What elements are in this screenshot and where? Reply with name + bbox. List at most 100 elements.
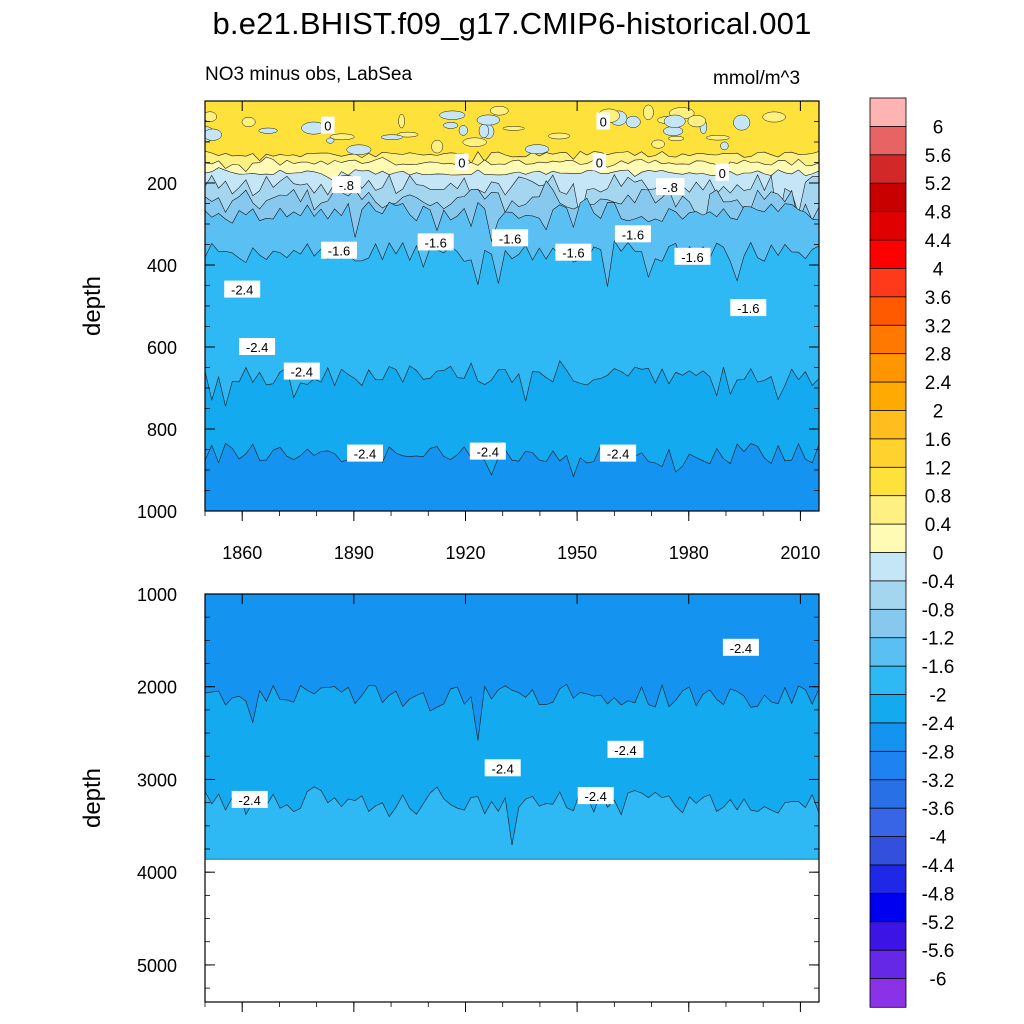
xtick-label-4: 1980 [669, 543, 709, 563]
ylabel-upper: depth [79, 276, 106, 336]
colorbar-label-14: 0.4 [925, 515, 952, 536]
colorbar-label-6: 3.6 [925, 288, 951, 309]
axes: 200 400 600 800 1000 depth 1860 1890 1920 1950 198… [79, 100, 820, 1012]
colorbar-swatch-3 [869, 182, 907, 213]
contour-label-upper-10: -1.6 [555, 243, 592, 261]
contour-label-bg [715, 163, 729, 181]
colorbar-swatch-0 [869, 97, 907, 128]
colorbar-label-22: -2.8 [922, 742, 955, 763]
speckle-32 [762, 111, 786, 123]
speckle-29 [329, 133, 355, 141]
contour-label-lower-3: -2.4 [577, 787, 614, 805]
speckle-4 [397, 131, 419, 138]
contour-label-text: -2.4 [231, 283, 253, 298]
contour-label-bg [417, 233, 454, 251]
contour-label-bg [231, 790, 268, 808]
contour-label-text: -.8 [339, 178, 354, 193]
frame-lower [204, 593, 820, 1003]
contour-label-upper-12: -1.6 [674, 247, 711, 265]
ytick-label-lower-4: 5000 [137, 956, 177, 976]
colorbar-label-26: -4.4 [922, 856, 955, 877]
contour-label-upper-2: 0 [455, 153, 469, 171]
xtick-label-3: 1950 [557, 543, 597, 563]
contour-label-text: -1.6 [737, 301, 759, 316]
colorbar-swatch-18 [869, 608, 907, 639]
colorbar-swatch-8 [869, 324, 907, 355]
contour-label-bg [321, 116, 335, 134]
speckle-39 [625, 115, 641, 128]
colorbar-label-3: 4.8 [925, 203, 951, 224]
colorbar-swatch-7 [869, 296, 907, 326]
contour-label-bg [455, 153, 469, 171]
contour-label-upper-1: 0 [596, 112, 610, 130]
colorbar-swatch-31 [869, 978, 907, 1008]
speckle-26 [663, 126, 684, 136]
colorbar-swatch-13 [869, 466, 907, 497]
colorbar-swatch-10 [869, 381, 907, 412]
contour-label-text: -2.4 [354, 447, 376, 462]
contour-label-bg [577, 787, 614, 805]
speckle-21 [524, 144, 550, 155]
contour-label-upper-16: -2.4 [283, 362, 320, 380]
contour-label-text: -1.6 [424, 235, 446, 250]
contour-label-upper-5: -.8 [332, 176, 361, 194]
speckle-33 [458, 125, 468, 136]
contour-label-bg [596, 112, 610, 130]
speckle-6 [462, 137, 487, 147]
colorbar-swatch-30 [869, 949, 907, 980]
colorbar-label-10: 2 [933, 402, 944, 423]
contour-label-upper-18: -2.4 [469, 442, 506, 460]
contour-label-text: 0 [719, 166, 726, 181]
contour-label-text: -2.4 [246, 340, 268, 355]
contour-label-upper-3: 0 [592, 153, 607, 171]
contour-label-bg [484, 759, 521, 777]
speckle-36 [651, 139, 665, 149]
colorbar-swatch-19 [869, 637, 907, 667]
contour-label-lower-0: -2.4 [722, 638, 759, 656]
contour-labels: 0 0 0 0 0 -.8 -.8 -1.6 -1.6 -1.6 -1.6 -1.6 -1.6 -1.6 -… [224, 112, 767, 808]
contour-label-bg [730, 299, 767, 317]
contour-label-text: -2.4 [477, 445, 499, 460]
colorbar-label-29: -5.6 [922, 941, 955, 962]
contour-label-upper-9: -1.6 [492, 229, 529, 247]
contour-label-lower-1: -2.4 [484, 759, 521, 777]
contour-label-bg [555, 243, 592, 261]
colorbar-swatch-25 [869, 807, 907, 838]
colorbar-label-0: 6 [933, 117, 944, 138]
colorbar: 6 5.6 5.2 4.8 4.4 4 3.6 3.2 2.8 2.4 2 1.6 1.2 0.8 0.4 0… [869, 97, 955, 1008]
contour-label-text: -1.6 [562, 246, 584, 261]
ytick-label-upper-2: 600 [147, 338, 177, 358]
contour-label-bg [321, 241, 357, 259]
chart-subtitle: NO3 minus obs, LabSea [205, 64, 413, 85]
contour-label-upper-14: -2.4 [224, 280, 261, 298]
speckle-13 [502, 126, 525, 131]
speckle-8 [706, 135, 730, 141]
colorbar-label-20: -2 [930, 686, 947, 707]
speckle-28 [643, 104, 654, 120]
colorbar-swatch-4 [869, 211, 907, 241]
contour-label-text: 0 [596, 156, 603, 171]
contour-label-text: -2.4 [607, 447, 629, 462]
speckle-3 [258, 127, 278, 134]
contour-label-text: -2.4 [584, 789, 606, 804]
speckle-22 [205, 128, 222, 141]
colorbar-swatch-17 [869, 580, 907, 611]
colorbar-swatch-14 [869, 495, 907, 525]
contour-label-lower-2: -2.4 [607, 740, 644, 758]
ytick-label-lower-3: 4000 [137, 863, 177, 883]
band-lower-2 [205, 786, 819, 860]
contour-label-bg [655, 178, 685, 196]
contour-label-text: -2.4 [730, 641, 752, 656]
contour-label-upper-19: -2.4 [600, 444, 637, 462]
contour-label-upper-7: -1.6 [321, 241, 357, 259]
colorbar-swatch-22 [869, 722, 907, 753]
colorbar-swatch-29 [869, 921, 907, 951]
colorbar-label-30: -6 [930, 970, 947, 991]
lower-panel-fill [205, 594, 819, 860]
colorbar-label-21: -2.4 [922, 714, 955, 735]
contour-label-bg [614, 225, 651, 243]
colorbar-swatch-11 [869, 410, 907, 440]
ylabel-lower: depth [79, 768, 106, 828]
colorbar-label-27: -4.8 [922, 884, 955, 905]
contour-label-upper-6: -.8 [655, 178, 685, 196]
